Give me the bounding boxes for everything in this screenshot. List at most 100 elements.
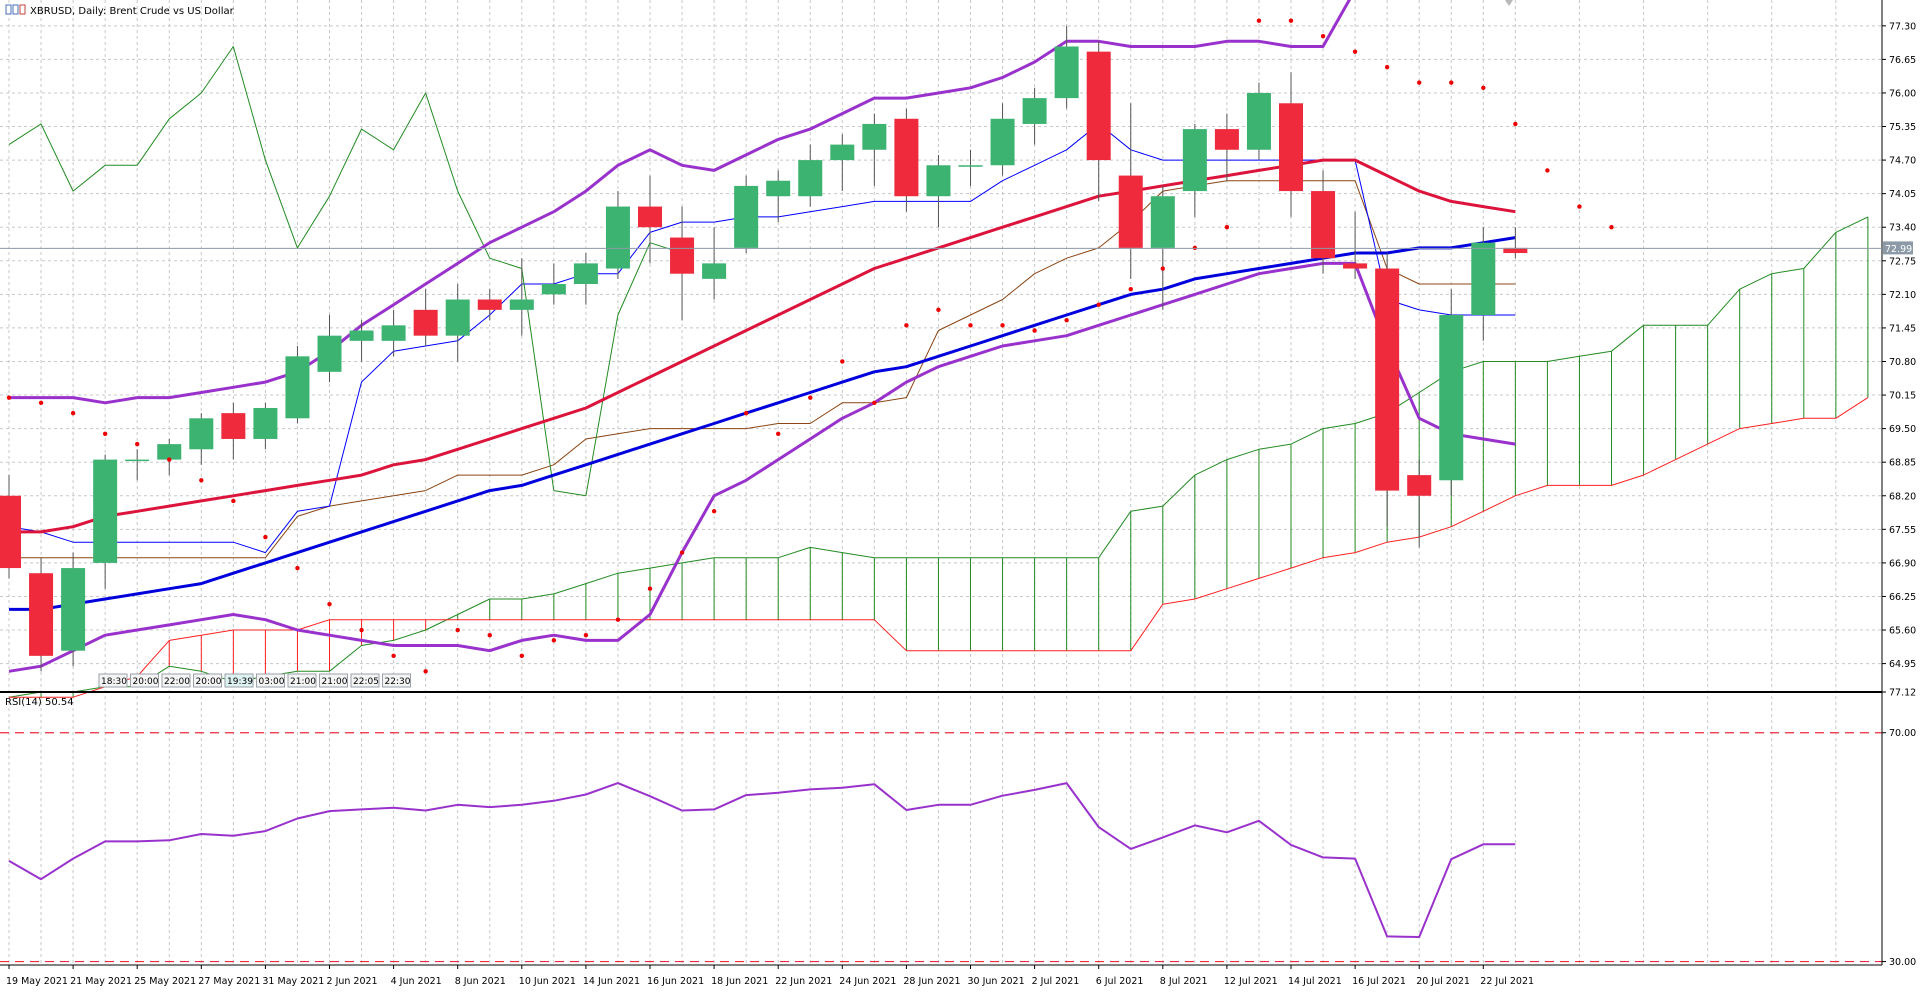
sar-dot	[711, 509, 717, 514]
sar-dot	[263, 534, 268, 540]
sar-dot	[1064, 317, 1069, 323]
sar-dot	[1096, 302, 1101, 307]
sar-dot	[455, 627, 460, 633]
session-labels: 18:30 20:00 22:00 20:00 19:39 03:00 21:00 21:00…	[98, 673, 411, 688]
price-tick-label: 67.55	[1889, 525, 1916, 536]
candle-bull	[93, 459, 118, 563]
candle-bear	[638, 206, 662, 228]
candle-bear	[1375, 268, 1400, 491]
sar-dot	[1577, 204, 1582, 209]
sar-dot	[1160, 266, 1166, 271]
sar-dot	[38, 400, 44, 406]
price-tick-label: 72.10	[1889, 290, 1916, 301]
candle-bull	[157, 444, 182, 460]
candle-bull	[61, 568, 86, 651]
date-tick-label: 19 May 2021	[6, 976, 68, 987]
rsi-label: RSI(14) 50.54	[5, 697, 74, 708]
sar-dot	[583, 632, 589, 638]
date-tick-label: 25 May 2021	[134, 976, 196, 987]
candle-bear	[670, 237, 695, 274]
price-tick-label: 70.80	[1889, 357, 1916, 368]
candle-bear	[1311, 191, 1336, 259]
sar-dot	[1224, 225, 1230, 230]
sar-dot	[743, 410, 749, 416]
sar-dot	[1000, 323, 1005, 328]
date-tick-label: 14 Jun 2021	[583, 976, 640, 987]
candle-bull	[349, 330, 374, 341]
date-tick-label: 22 Jun 2021	[775, 976, 832, 987]
session-label-box	[161, 673, 191, 688]
price-tick-label: 73.40	[1889, 223, 1916, 234]
sar-dot	[840, 359, 845, 364]
session-label-box	[382, 673, 411, 688]
moving-average-fast-line	[9, 158, 1516, 534]
sar-dot	[295, 565, 300, 571]
session-label-box	[319, 673, 348, 688]
senkou-span-a-line	[8, 216, 1869, 698]
chart-shift-marker	[1505, 0, 1513, 6]
price-tick-label: 66.90	[1889, 558, 1916, 569]
date-tick-label: 24 Jun 2021	[839, 976, 896, 987]
grid	[0, 0, 1882, 965]
candle-bull	[445, 299, 470, 336]
candle-bull	[734, 185, 759, 248]
candle-bear	[29, 573, 54, 656]
candle-bull	[381, 325, 406, 341]
session-label: 18:30	[101, 677, 127, 687]
session-label: 03:00	[259, 677, 285, 687]
candle-bear	[413, 309, 438, 336]
candle-bear	[221, 413, 246, 439]
sar-dot	[102, 431, 108, 436]
price-tick-label: 76.65	[1889, 55, 1916, 66]
session-label: 21:00	[290, 677, 316, 687]
date-tick-label: 16 Jul 2021	[1352, 976, 1406, 987]
date-tick-label: 18 Jun 2021	[711, 976, 768, 987]
sar-dot	[615, 617, 621, 622]
candle-bull	[766, 180, 791, 197]
candle-bear	[1118, 175, 1143, 248]
candle-bull	[1471, 242, 1496, 316]
symbol-icon[interactable]	[5, 4, 26, 15]
session-label: 20:00	[196, 677, 222, 687]
sar-dot	[1128, 286, 1133, 292]
date-tick-label: 6 Jul 2021	[1096, 976, 1144, 987]
date-tick-label: 2 Jul 2021	[1032, 976, 1080, 987]
candle-bull	[605, 206, 630, 269]
sar-dot	[1320, 33, 1326, 39]
price-tick-label: 75.35	[1889, 122, 1916, 133]
price-tick-label: 74.05	[1889, 189, 1916, 200]
date-tick-label: 28 Jun 2021	[903, 976, 960, 987]
candle-bear	[1343, 263, 1368, 269]
sar-dot	[423, 669, 428, 674]
session-label-box	[98, 673, 128, 688]
rsi-tick-label: 70.00	[1889, 728, 1916, 739]
sar-dot	[135, 441, 140, 447]
date-tick-label: 8 Jul 2021	[1160, 976, 1208, 987]
candle-bull	[1022, 98, 1047, 124]
session-label: 19:39	[227, 677, 253, 687]
candle-bull	[541, 284, 566, 295]
session-label-box	[350, 673, 380, 688]
date-tick-label: 12 Jul 2021	[1224, 976, 1278, 987]
sar-dot	[904, 323, 909, 328]
parabolic-sar	[6, 18, 1614, 674]
date-tick-label: 21 May 2021	[70, 976, 132, 987]
candle-bull	[509, 299, 534, 310]
candle-bear	[1279, 103, 1303, 192]
tenkan-sen-line	[8, 123, 1516, 554]
date-tick-label: 27 May 2021	[198, 976, 260, 987]
sar-dot	[487, 632, 492, 638]
current-price-label: 72.99	[1885, 244, 1912, 255]
sar-dot	[391, 653, 396, 659]
session-label-box	[130, 673, 159, 688]
candle-bear	[0, 495, 21, 569]
candle-bear	[1407, 475, 1432, 496]
sar-dot	[359, 627, 364, 633]
sar-dot	[519, 653, 524, 659]
candle-bull	[189, 418, 214, 450]
candle-bull	[1246, 92, 1271, 150]
sar-dot	[647, 586, 653, 591]
